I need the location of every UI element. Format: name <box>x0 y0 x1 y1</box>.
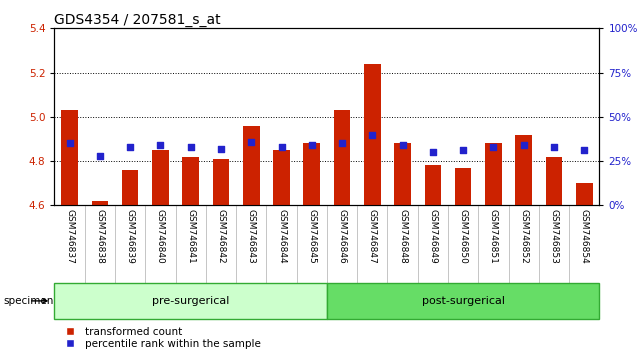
Text: GSM746850: GSM746850 <box>458 209 468 264</box>
Text: GSM746839: GSM746839 <box>126 209 135 264</box>
Text: GSM746844: GSM746844 <box>277 209 286 264</box>
Point <box>458 148 469 153</box>
Point <box>216 146 226 152</box>
Bar <box>152 150 169 205</box>
Text: pre-surgerical: pre-surgerical <box>152 296 229 306</box>
Text: GSM746840: GSM746840 <box>156 209 165 264</box>
Point <box>488 144 499 150</box>
Point <box>519 142 529 148</box>
Text: GSM746848: GSM746848 <box>398 209 407 264</box>
Bar <box>243 126 260 205</box>
Text: GSM746851: GSM746851 <box>489 209 498 264</box>
Text: GSM746847: GSM746847 <box>368 209 377 264</box>
Bar <box>545 156 562 205</box>
Text: GSM746845: GSM746845 <box>307 209 316 264</box>
Bar <box>334 110 351 205</box>
Bar <box>62 110 78 205</box>
Text: specimen: specimen <box>3 296 54 306</box>
Bar <box>92 201 108 205</box>
Bar <box>273 150 290 205</box>
Point <box>276 144 287 150</box>
Text: GDS4354 / 207581_s_at: GDS4354 / 207581_s_at <box>54 13 221 27</box>
Bar <box>122 170 138 205</box>
Point <box>125 144 135 150</box>
Point <box>367 132 378 137</box>
Text: GSM746838: GSM746838 <box>96 209 104 264</box>
Bar <box>213 159 229 205</box>
Point <box>549 144 559 150</box>
Bar <box>485 143 502 205</box>
Bar <box>515 135 532 205</box>
Bar <box>54 283 327 319</box>
Bar <box>576 183 592 205</box>
Legend: transformed count, percentile rank within the sample: transformed count, percentile rank withi… <box>60 327 261 349</box>
Point <box>186 144 196 150</box>
Bar <box>455 168 471 205</box>
Point <box>337 141 347 146</box>
Point <box>65 141 75 146</box>
Point <box>306 142 317 148</box>
Text: GSM746841: GSM746841 <box>186 209 196 264</box>
Point <box>579 148 589 153</box>
Point <box>95 153 105 159</box>
Point <box>428 149 438 155</box>
Point <box>246 139 256 144</box>
Point <box>155 142 165 148</box>
Bar <box>424 165 441 205</box>
Text: GSM746837: GSM746837 <box>65 209 74 264</box>
Text: GSM746854: GSM746854 <box>579 209 588 264</box>
Bar <box>394 143 411 205</box>
Text: GSM746849: GSM746849 <box>428 209 437 264</box>
Bar <box>364 64 381 205</box>
Text: post-surgerical: post-surgerical <box>422 296 504 306</box>
Text: GSM746843: GSM746843 <box>247 209 256 264</box>
Text: GSM746853: GSM746853 <box>549 209 558 264</box>
Text: GSM746842: GSM746842 <box>217 209 226 264</box>
Bar <box>327 283 599 319</box>
Text: GSM746846: GSM746846 <box>338 209 347 264</box>
Bar <box>303 143 320 205</box>
Bar <box>183 156 199 205</box>
Text: GSM746852: GSM746852 <box>519 209 528 264</box>
Point <box>397 142 408 148</box>
